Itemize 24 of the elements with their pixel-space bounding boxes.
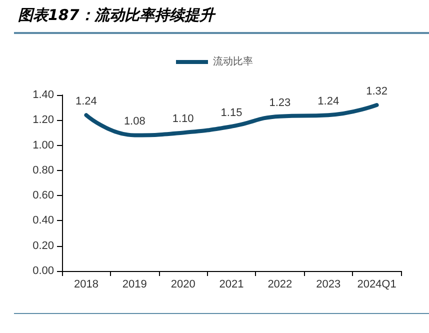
data-label: 1.08 bbox=[124, 116, 146, 128]
y-tick-label: 0.60 bbox=[32, 190, 54, 202]
x-tick-label: 2021 bbox=[219, 278, 244, 290]
chart-title: 图表187：流动比率持续提升 bbox=[18, 6, 214, 25]
data-label: 1.24 bbox=[76, 96, 97, 108]
x-tick-label: 2024Q1 bbox=[357, 278, 396, 290]
x-tick-label: 2019 bbox=[122, 278, 147, 290]
y-tick-label: 0.00 bbox=[32, 265, 54, 277]
data-label: 1.24 bbox=[318, 96, 340, 108]
data-label: 1.23 bbox=[269, 96, 291, 109]
y-tick-label: 1.00 bbox=[32, 139, 54, 152]
y-tick-label: 1.20 bbox=[32, 114, 54, 126]
x-tick-label: 2023 bbox=[316, 278, 341, 290]
y-tick-label: 0.40 bbox=[32, 214, 54, 227]
y-tick-label: 0.80 bbox=[32, 164, 54, 176]
data-label: 1.10 bbox=[172, 113, 194, 126]
x-tick-label: 2018 bbox=[74, 278, 98, 290]
data-label: 1.32 bbox=[366, 86, 388, 98]
y-tick-label: 0.20 bbox=[32, 240, 54, 252]
y-tick-label: 1.40 bbox=[32, 89, 54, 101]
legend-label: 流动比率 bbox=[213, 56, 253, 68]
x-tick-label: 2020 bbox=[170, 278, 196, 290]
x-tick-label: 2022 bbox=[268, 278, 292, 290]
data-label: 1.15 bbox=[220, 106, 242, 119]
